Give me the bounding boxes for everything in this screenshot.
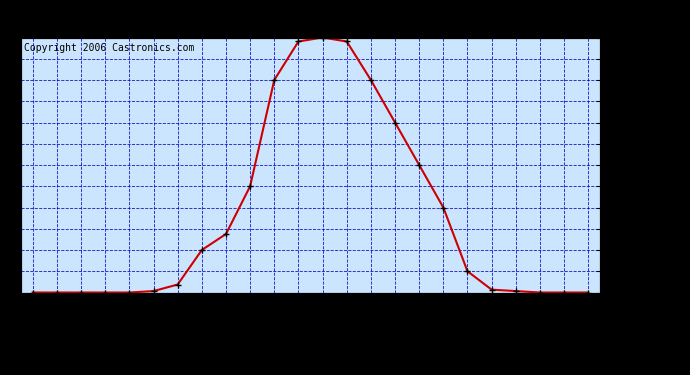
Text: Copyright 2006 Castronics.com: Copyright 2006 Castronics.com xyxy=(23,43,194,52)
Text: Average Solar Radiation per Hour W/m2 (Last 24 Hours) 20060712: Average Solar Radiation per Hour W/m2 (L… xyxy=(26,15,595,32)
